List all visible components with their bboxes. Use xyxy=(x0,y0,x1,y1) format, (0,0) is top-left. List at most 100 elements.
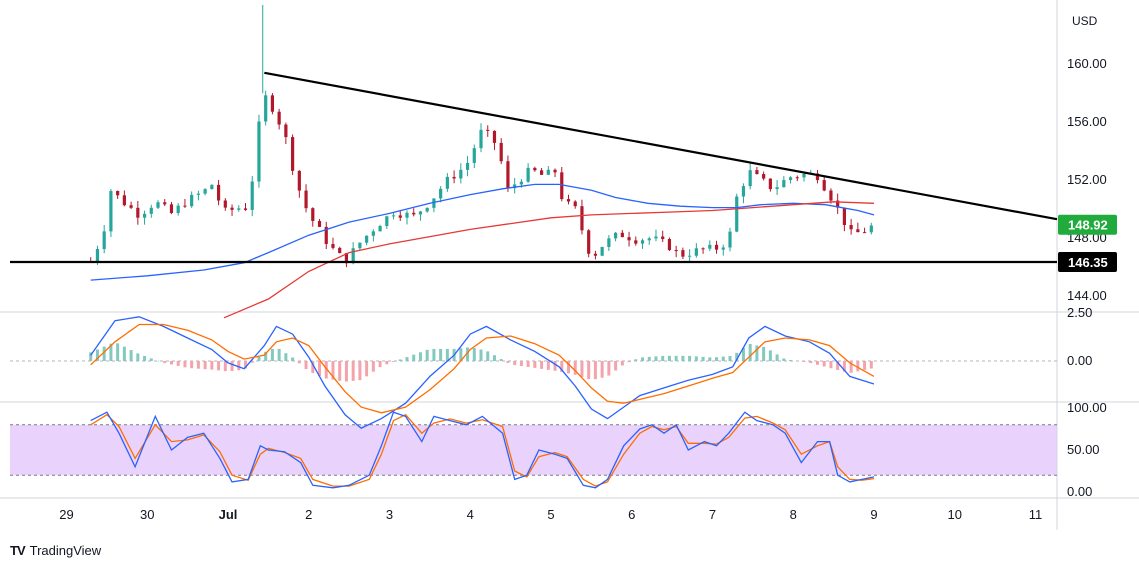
macd-histogram-bar xyxy=(492,355,496,361)
macd-histogram-bar xyxy=(519,361,523,366)
candle xyxy=(526,167,530,182)
stochastic-k-line xyxy=(90,411,875,489)
candle xyxy=(223,200,227,208)
macd-histogram-bar xyxy=(196,361,200,369)
macd-histogram-bar xyxy=(728,356,732,361)
macd-histogram-bar xyxy=(398,359,402,361)
price-tag-label: 148.92 xyxy=(1068,218,1108,233)
x-axis-label: 9 xyxy=(870,507,877,522)
x-axis-label: 30 xyxy=(140,507,154,522)
macd-histogram-bar xyxy=(136,353,140,361)
candle xyxy=(149,207,153,214)
price-tag xyxy=(1058,252,1117,272)
candle xyxy=(163,202,167,205)
macd-histogram-bar xyxy=(257,356,261,361)
candle xyxy=(183,205,187,207)
tradingview-brand[interactable]: TV TradingView xyxy=(10,543,101,558)
macd-histogram-bar xyxy=(264,351,268,361)
candle xyxy=(270,95,275,112)
macd-histogram-bar xyxy=(546,361,550,370)
macd-histogram-bar xyxy=(486,351,490,361)
candle xyxy=(445,176,449,189)
macd-histogram-bar xyxy=(176,361,180,366)
candle xyxy=(842,207,846,226)
macd-histogram-bar xyxy=(472,348,476,361)
macd-histogram-bar xyxy=(358,361,362,381)
macd-histogram-bar xyxy=(156,360,160,362)
macd-histogram-bar xyxy=(351,361,355,381)
price-axis-label: 160.00 xyxy=(1067,56,1107,71)
macd-histogram-bar xyxy=(863,361,867,370)
candle xyxy=(499,142,503,162)
macd-histogram-bar xyxy=(566,361,570,374)
price-axis-label: 152.00 xyxy=(1067,172,1107,187)
macd-histogram-bar xyxy=(297,361,301,364)
macd-histogram-bar xyxy=(721,356,725,361)
macd-histogram-bar xyxy=(311,361,315,374)
candle xyxy=(418,211,423,215)
candle xyxy=(755,170,759,175)
candle xyxy=(385,216,389,227)
candle xyxy=(432,198,436,208)
macd-histogram-bar xyxy=(270,348,274,361)
candle xyxy=(533,167,537,171)
macd-histogram-bar xyxy=(634,359,638,361)
macd-histogram-bar xyxy=(89,352,93,361)
macd-histogram-bar xyxy=(445,348,449,361)
candle xyxy=(748,170,752,187)
candle xyxy=(667,239,672,251)
macd-histogram-bar xyxy=(836,361,840,370)
macd-histogram-bar xyxy=(614,361,618,371)
macd-histogram-bar xyxy=(708,357,712,361)
macd-histogram-bar xyxy=(304,361,308,370)
candle xyxy=(802,173,806,178)
macd-histogram-bar xyxy=(284,353,288,361)
macd-histogram-bar xyxy=(607,361,611,376)
price-axis-label: 156.00 xyxy=(1067,114,1107,129)
macd-histogram-bar xyxy=(768,350,772,361)
candle xyxy=(654,236,658,239)
candlestick-series xyxy=(89,90,873,268)
candle xyxy=(304,190,308,209)
candle xyxy=(728,231,732,248)
macd-line xyxy=(90,316,875,429)
macd-histogram-bar xyxy=(849,361,853,373)
candle xyxy=(708,244,712,249)
macd-histogram-bar xyxy=(250,361,254,363)
macd-histogram-bar xyxy=(149,358,153,361)
macd-histogram xyxy=(89,343,873,382)
candle xyxy=(216,184,221,201)
candle xyxy=(398,215,402,218)
macd-histogram-bar xyxy=(203,361,207,370)
moving-average-blue xyxy=(90,183,875,281)
candle xyxy=(782,180,786,188)
candle xyxy=(351,248,355,264)
x-axis-label: 4 xyxy=(467,507,474,522)
candle xyxy=(243,208,248,210)
x-axis-label: Jul xyxy=(219,507,238,522)
candle xyxy=(573,201,577,207)
macd-histogram-bar xyxy=(190,361,194,369)
candle xyxy=(102,231,106,250)
macd-histogram-bar xyxy=(392,361,396,362)
macd-histogram-bar xyxy=(533,361,537,368)
candle xyxy=(129,205,133,208)
macd-histogram-bar xyxy=(210,361,214,370)
macd-histogram-bar xyxy=(795,361,799,362)
x-axis-label: 29 xyxy=(59,507,73,522)
candle xyxy=(277,111,281,125)
candle xyxy=(607,238,611,247)
candle xyxy=(788,177,793,181)
macd-histogram-bar xyxy=(748,344,752,361)
macd-histogram-bar xyxy=(674,355,678,361)
candle xyxy=(762,174,766,179)
stochastic-axis-label: 50.00 xyxy=(1067,442,1100,457)
macd-histogram-bar xyxy=(560,361,564,372)
candle xyxy=(815,173,820,181)
macd-histogram-bar xyxy=(479,349,483,361)
candle xyxy=(634,240,638,244)
candle xyxy=(721,247,725,250)
macd-histogram-bar xyxy=(277,348,281,361)
candle xyxy=(284,124,288,138)
